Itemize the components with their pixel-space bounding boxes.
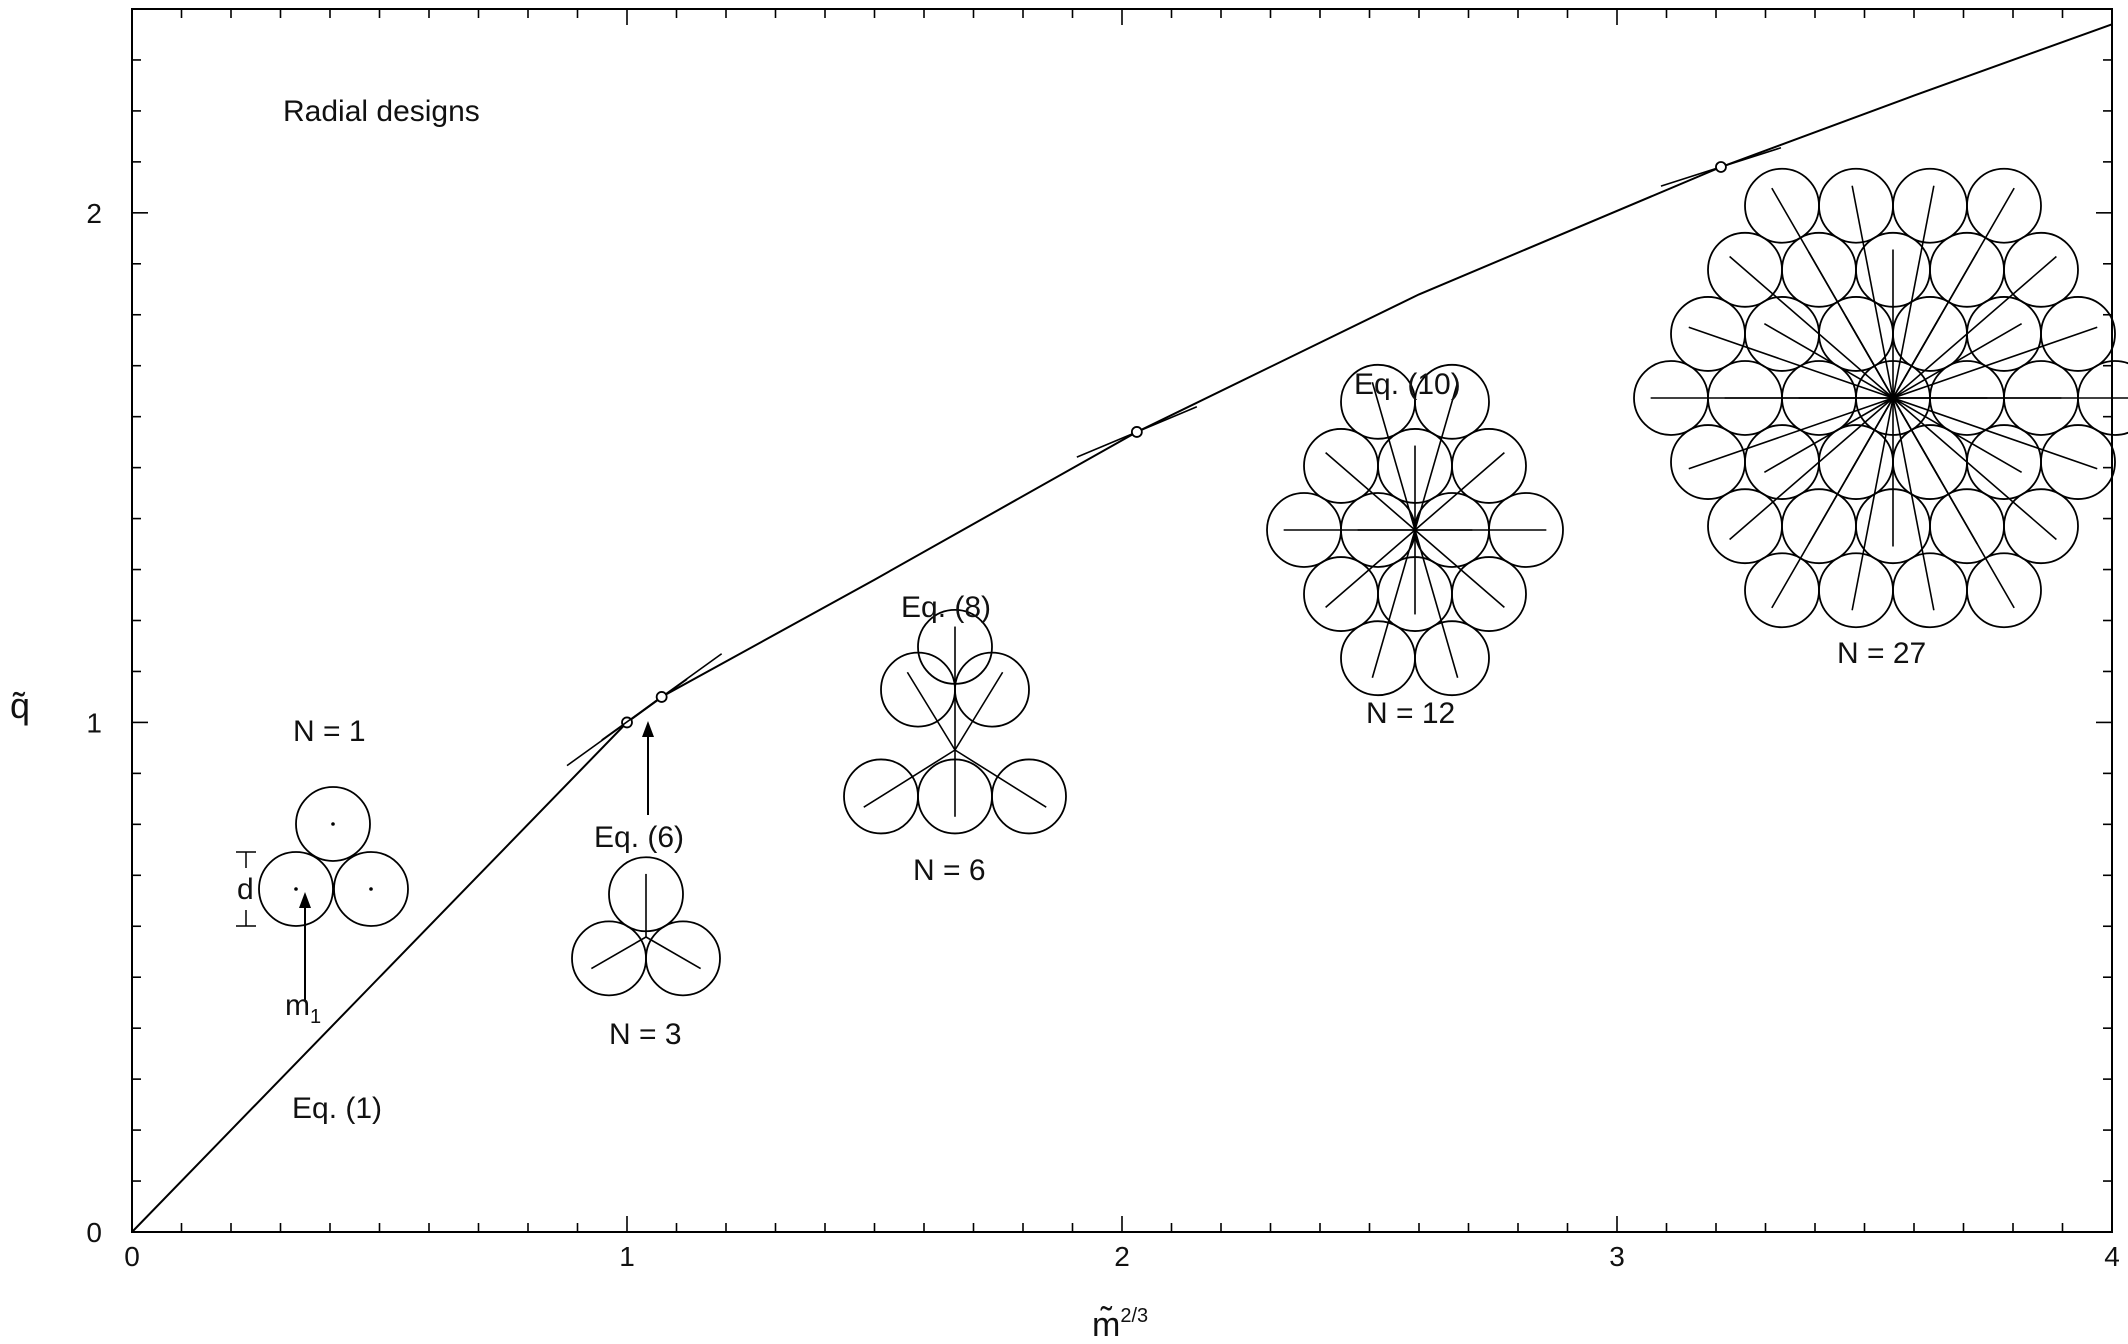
bundle-channel <box>1851 397 1894 611</box>
bundle-circle <box>258 851 334 927</box>
inset-n12 <box>1266 363 1564 697</box>
m1-arrowhead <box>299 892 311 908</box>
y-tick-label: 1 <box>86 707 102 738</box>
bundle-channel <box>1414 451 1505 531</box>
bundle-channel <box>1763 323 1894 399</box>
axis-ticks: 0 1 2 3 4 0 1 2 <box>86 8 2120 1272</box>
bundle-circle <box>1414 363 1490 440</box>
bundle-circle <box>1451 556 1527 632</box>
x-tick-label: 3 <box>1609 1241 1625 1272</box>
bundle-channel <box>1892 397 2015 609</box>
bundle-channel <box>863 749 956 808</box>
bundle-channel <box>1688 397 1894 470</box>
x-axis-label: m̃2/3 <box>1092 1305 1148 1344</box>
bundle-circle <box>2003 488 2079 565</box>
bundle-channel <box>1892 185 1935 399</box>
d-label: d <box>237 873 254 906</box>
bundle-channel <box>1414 529 1459 678</box>
inset-n3 <box>571 856 721 997</box>
bundle-channel <box>1414 529 1505 609</box>
bundle-channel <box>1892 326 2098 399</box>
bundle-channel <box>1325 529 1416 609</box>
bundle-channel <box>1414 382 1459 531</box>
breakpoint-marker <box>1715 161 1727 173</box>
eq8-label: Eq. (8) <box>901 591 991 624</box>
plot-frame <box>131 8 2113 1233</box>
bundle-circle <box>1451 428 1527 504</box>
bundle-dot <box>294 887 298 891</box>
breakpoint-marker <box>1130 426 1143 438</box>
y-tick-label: 0 <box>86 1217 102 1248</box>
chart-title: Radial designs <box>283 95 480 128</box>
bundle-channel <box>1892 397 2057 541</box>
plot-border <box>131 8 2113 1233</box>
eq1-label: Eq. (1) <box>292 1092 382 1125</box>
y-tick-label: 2 <box>86 198 102 229</box>
bundle-circle <box>2040 296 2116 372</box>
bundle-dot <box>331 822 335 826</box>
bundle-circle <box>645 920 721 997</box>
bundle-channel <box>1892 315 1941 399</box>
eq10-label: Eq. (10) <box>1354 368 1461 401</box>
bundle-channel <box>1325 451 1416 531</box>
eq6-arrowhead <box>642 721 654 737</box>
inset-n27 <box>1633 167 2128 629</box>
bundle-channel <box>1892 397 2098 470</box>
m1-label-base: m <box>285 989 310 1022</box>
bundle-channel <box>1771 397 1894 609</box>
x-tick-label: 2 <box>1114 1241 1130 1272</box>
n27-label: N = 27 <box>1837 637 1926 670</box>
bundle-circle <box>1966 552 2042 629</box>
bundle-channel <box>906 671 956 751</box>
n12-label: N = 12 <box>1366 697 1455 730</box>
bundle-circle <box>843 758 919 835</box>
bundle-insets <box>236 167 2128 1000</box>
bundle-channel <box>1892 397 2023 473</box>
bundle-channel <box>645 936 702 970</box>
bundle-circle <box>295 786 371 862</box>
bundle-channel <box>1892 323 2023 399</box>
bundle-channel <box>1371 529 1416 678</box>
bundle-channel <box>1688 326 1894 399</box>
n6-label: N = 6 <box>913 854 986 887</box>
bundle-circle <box>2040 424 2116 500</box>
bundle-channel <box>1729 255 1894 399</box>
breakpoint-marker <box>655 691 668 703</box>
bundle-circle <box>2003 231 2079 308</box>
bundle-channel <box>1371 382 1416 531</box>
x-axis-label-sup: 2/3 <box>1120 1305 1148 1327</box>
bundle-dot <box>369 887 373 891</box>
m1-label-sub: 1 <box>310 1006 321 1028</box>
x-tick-label: 0 <box>124 1241 140 1272</box>
bundle-channel <box>1851 185 1894 399</box>
x-axis-label-base: m̃ <box>1092 1305 1120 1344</box>
y-axis-label: q̃ <box>10 685 30 726</box>
m1-label: m1 <box>285 989 321 1028</box>
series-line <box>131 23 2113 1233</box>
series-curve <box>131 23 2113 1233</box>
bundle-channel <box>1763 397 1894 473</box>
bundle-channel <box>954 671 1004 751</box>
n1-label: N = 1 <box>293 715 366 748</box>
bundle-channel <box>1729 397 1894 541</box>
inset-n6 <box>843 608 1067 835</box>
bundle-channel <box>954 749 1047 808</box>
bundle-channel <box>1892 255 2057 399</box>
bundle-circle <box>1966 167 2042 244</box>
bundle-circle <box>1414 620 1490 697</box>
bundle-circle <box>991 758 1067 835</box>
eq6-label: Eq. (6) <box>594 821 684 854</box>
bundle-channel <box>1892 397 1935 611</box>
n3-label: N = 3 <box>609 1018 682 1051</box>
bundle-channel <box>1845 315 1894 399</box>
bundle-circle <box>333 851 409 927</box>
inset-n1 <box>236 786 409 1000</box>
x-tick-label: 4 <box>2104 1241 2120 1272</box>
bundle-channel <box>590 936 647 970</box>
x-tick-label: 1 <box>619 1241 635 1272</box>
